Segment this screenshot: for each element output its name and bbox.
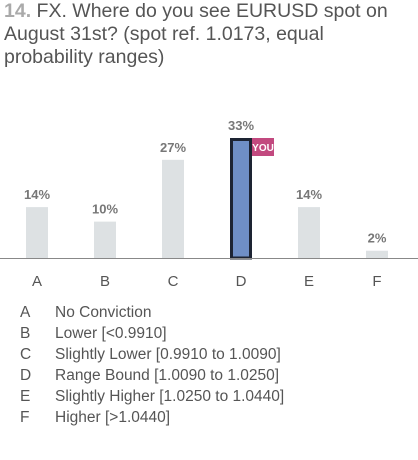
legend-text: Slightly Lower [0.9910 to 1.0090]	[55, 346, 281, 363]
x-tick-label: E	[304, 273, 314, 290]
legend-letter: A	[20, 304, 31, 321]
bar-value-label: 10%	[92, 202, 118, 217]
you-badge-label: YOU	[252, 143, 274, 154]
bar	[366, 250, 388, 258]
legend-item: D Range Bound [1.0090 to 1.0250]	[0, 367, 418, 388]
bar-value-label: 27%	[160, 140, 186, 155]
x-tick-label: C	[168, 273, 179, 290]
legend-item: C Slightly Lower [0.9910 to 1.0090]	[0, 346, 418, 367]
x-tick-label: D	[236, 273, 247, 290]
legend-text: Higher [>1.0440]	[55, 409, 171, 426]
legend-letter: E	[20, 388, 31, 405]
legend-text: No Conviction	[55, 304, 152, 321]
legend-letter: C	[20, 346, 32, 363]
legend-item: B Lower [<0.9910]	[0, 325, 418, 346]
bar-value-label: 2%	[368, 231, 387, 246]
legend-item: E Slightly Higher [1.0250 to 1.0440]	[0, 388, 418, 409]
legend-text: Range Bound [1.0090 to 1.0250]	[55, 367, 280, 384]
bar-selected	[230, 138, 252, 260]
you-badge	[252, 138, 274, 156]
bar	[94, 221, 116, 258]
bar-value-label: 14%	[24, 187, 50, 202]
x-tick-label: F	[372, 273, 381, 290]
bar-value-label: 14%	[296, 187, 322, 202]
bar-value-label: 33%	[228, 118, 254, 133]
question-text: FX. Where do you see EURUSD spot on Augu…	[4, 0, 388, 68]
legend-text: Lower [<0.9910]	[55, 325, 167, 342]
bar	[26, 207, 48, 258]
legend-letter: B	[20, 325, 31, 342]
answer-legend: A No Conviction B Lower [<0.9910] C Slig…	[0, 304, 418, 430]
legend-item: F Higher [>1.0440]	[0, 409, 418, 430]
legend-item: A No Conviction	[0, 304, 418, 325]
bar	[162, 159, 184, 258]
legend-text: Slightly Higher [1.0250 to 1.0440]	[55, 388, 285, 405]
question-title: 14. FX. Where do you see EURUSD spot on …	[4, 0, 409, 69]
x-tick-label: B	[100, 273, 110, 290]
bar	[298, 207, 320, 258]
legend-letter: F	[20, 409, 30, 426]
legend-letter: D	[20, 367, 32, 384]
x-tick-label: A	[32, 273, 42, 290]
results-bar-chart: 14% A 10% B 27% C 33% D YOU 14% E 2% F	[0, 118, 418, 290]
question-number: 14.	[4, 0, 32, 22]
